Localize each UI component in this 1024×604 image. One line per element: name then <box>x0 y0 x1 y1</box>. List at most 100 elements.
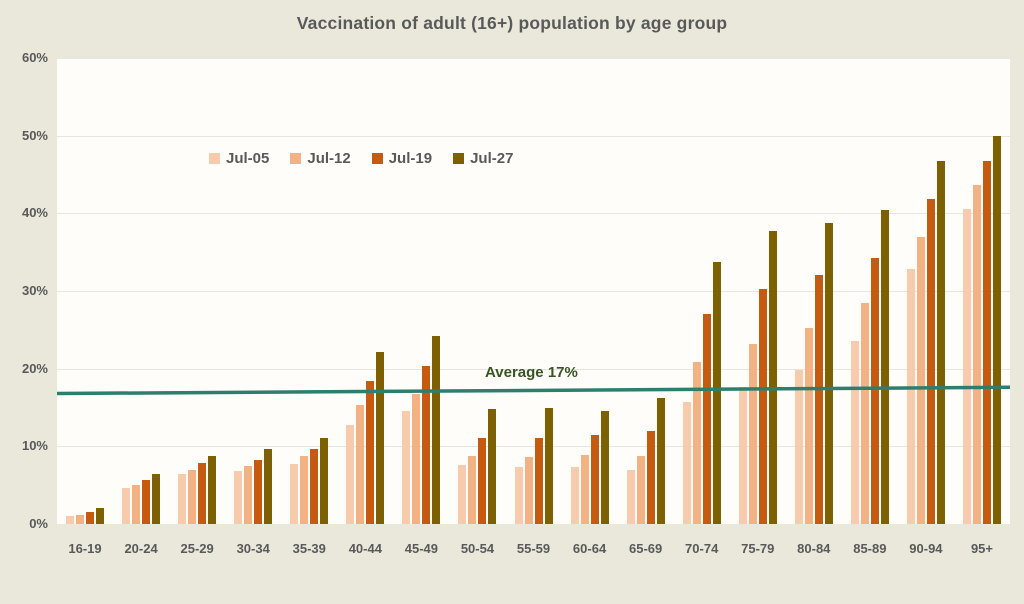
x-tick-label-45-49: 45-49 <box>404 541 438 556</box>
y-tick-label-30%: 30% <box>21 283 48 298</box>
x-tick-label-95+: 95+ <box>970 541 993 556</box>
bar-35-39-Jul-05 <box>290 464 299 524</box>
bar-50-54-Jul-05 <box>458 464 467 524</box>
y-tick-label-40%: 40% <box>21 205 48 221</box>
chart-legend: Jul-05 Jul-12 Jul-19 Jul-27 <box>209 150 513 167</box>
legend-label-Jul-12: Jul-12 <box>307 150 351 167</box>
bar-20-24-Jul-05 <box>122 487 131 524</box>
bar-55-59-Jul-27 <box>544 407 553 524</box>
x-tick-label-75-79: 75-79 <box>741 541 775 556</box>
legend-item-Jul-12: Jul-12 <box>290 150 351 167</box>
bar-55-59-Jul-05 <box>514 467 523 524</box>
bar-85-89-Jul-05 <box>850 340 859 524</box>
bar-70-74-Jul-27 <box>712 262 721 524</box>
bar-45-49-Jul-05 <box>402 410 411 524</box>
legend-swatch-Jul-27 <box>453 153 465 164</box>
bar-55-59-Jul-12 <box>524 457 533 524</box>
bar-95+-Jul-05 <box>962 208 971 524</box>
bar-25-29-Jul-12 <box>188 469 197 524</box>
bar-45-49-Jul-12 <box>412 393 421 524</box>
x-tick-label-25-29: 25-29 <box>180 541 214 556</box>
bar-25-29-Jul-05 <box>178 473 187 524</box>
bar-60-64-Jul-05 <box>570 466 579 524</box>
bar-80-84-Jul-19 <box>814 275 823 524</box>
bar-65-69-Jul-19 <box>646 430 655 524</box>
bar-40-44-Jul-19 <box>366 381 375 524</box>
bar-70-74-Jul-05 <box>682 402 691 524</box>
bar-85-89-Jul-19 <box>870 257 879 524</box>
bar-65-69-Jul-27 <box>656 398 665 524</box>
bar-85-89-Jul-12 <box>860 303 869 524</box>
legend-swatch-Jul-05 <box>209 153 220 164</box>
bar-20-24-Jul-12 <box>132 485 141 524</box>
average-line <box>56 385 1011 396</box>
legend-item-Jul-27: Jul-27 <box>453 150 513 167</box>
x-tick-label-90-94: 90-94 <box>909 541 943 556</box>
bar-30-34-Jul-27 <box>264 448 273 524</box>
x-tick-label-20-24: 20-24 <box>124 541 158 556</box>
x-tick-label-80-84: 80-84 <box>797 541 831 556</box>
gridline-30 <box>57 291 1010 292</box>
plot-area: Average 17% Jul-05 Jul-12 Jul-19 Jul-27 <box>56 58 1011 524</box>
bar-95+-Jul-27 <box>992 135 1001 524</box>
chart-title: Vaccination of adult (16+) population by… <box>296 13 728 33</box>
y-tick-label-50%: 50% <box>21 127 48 143</box>
x-tick-label-16-19: 16-19 <box>68 541 102 556</box>
bar-45-49-Jul-27 <box>432 336 441 524</box>
bar-40-44-Jul-05 <box>346 424 355 524</box>
gridline-40 <box>57 213 1010 215</box>
bar-50-54-Jul-19 <box>478 437 487 524</box>
y-tick-label-10%: 10% <box>21 438 48 454</box>
bar-70-74-Jul-19 <box>702 313 711 524</box>
bar-30-34-Jul-12 <box>244 465 253 524</box>
bar-30-34-Jul-19 <box>254 459 263 524</box>
bar-60-64-Jul-27 <box>600 410 609 524</box>
bar-65-69-Jul-12 <box>636 456 645 524</box>
x-tick-label-70-74: 70-74 <box>685 541 719 556</box>
bar-95+-Jul-19 <box>982 161 991 524</box>
bar-35-39-Jul-19 <box>310 448 319 524</box>
bar-16-19-Jul-05 <box>66 516 75 524</box>
bar-90-94-Jul-05 <box>906 269 915 524</box>
legend-swatch-Jul-12 <box>290 153 302 164</box>
bar-70-74-Jul-12 <box>692 362 701 524</box>
gridline-60 <box>57 58 1010 59</box>
legend-item-Jul-19: Jul-19 <box>371 150 433 167</box>
x-tick-label-65-69: 65-69 <box>628 541 663 556</box>
bar-16-19-Jul-19 <box>86 511 95 524</box>
bar-45-49-Jul-19 <box>422 365 431 524</box>
bar-80-84-Jul-12 <box>804 327 813 524</box>
y-tick-label-60%: 60% <box>21 50 48 65</box>
bar-75-79-Jul-19 <box>758 288 767 524</box>
bar-40-44-Jul-27 <box>376 351 385 524</box>
bar-75-79-Jul-05 <box>738 386 747 524</box>
bar-90-94-Jul-19 <box>926 198 935 524</box>
y-tick-label-0%: 0% <box>29 516 48 531</box>
legend-label-Jul-05: Jul-05 <box>226 150 270 167</box>
x-tick-label-85-89: 85-89 <box>853 541 887 556</box>
bar-35-39-Jul-27 <box>320 437 329 524</box>
bar-65-69-Jul-05 <box>626 470 635 524</box>
bar-90-94-Jul-27 <box>936 161 945 524</box>
bar-75-79-Jul-27 <box>768 231 777 524</box>
average-line-label: Average 17% <box>485 364 578 381</box>
x-tick-label-50-54: 50-54 <box>460 541 495 556</box>
legend-swatch-Jul-19 <box>371 153 383 164</box>
bar-55-59-Jul-19 <box>534 437 543 524</box>
x-tick-label-40-44: 40-44 <box>348 541 382 556</box>
y-tick-label-20%: 20% <box>21 360 48 376</box>
bar-60-64-Jul-12 <box>580 454 589 524</box>
bar-80-84-Jul-05 <box>794 370 803 524</box>
gridline-50 <box>57 135 1010 137</box>
bar-20-24-Jul-27 <box>152 474 161 524</box>
x-tick-label-55-59: 55-59 <box>516 541 551 556</box>
bar-16-19-Jul-12 <box>76 514 85 524</box>
legend-label-Jul-27: Jul-27 <box>470 150 514 167</box>
bar-95+-Jul-12 <box>972 185 981 524</box>
legend-label-Jul-19: Jul-19 <box>388 150 433 167</box>
bar-16-19-Jul-27 <box>96 508 105 524</box>
bar-60-64-Jul-19 <box>590 435 599 524</box>
bar-35-39-Jul-12 <box>300 456 309 524</box>
bar-50-54-Jul-27 <box>488 409 497 524</box>
